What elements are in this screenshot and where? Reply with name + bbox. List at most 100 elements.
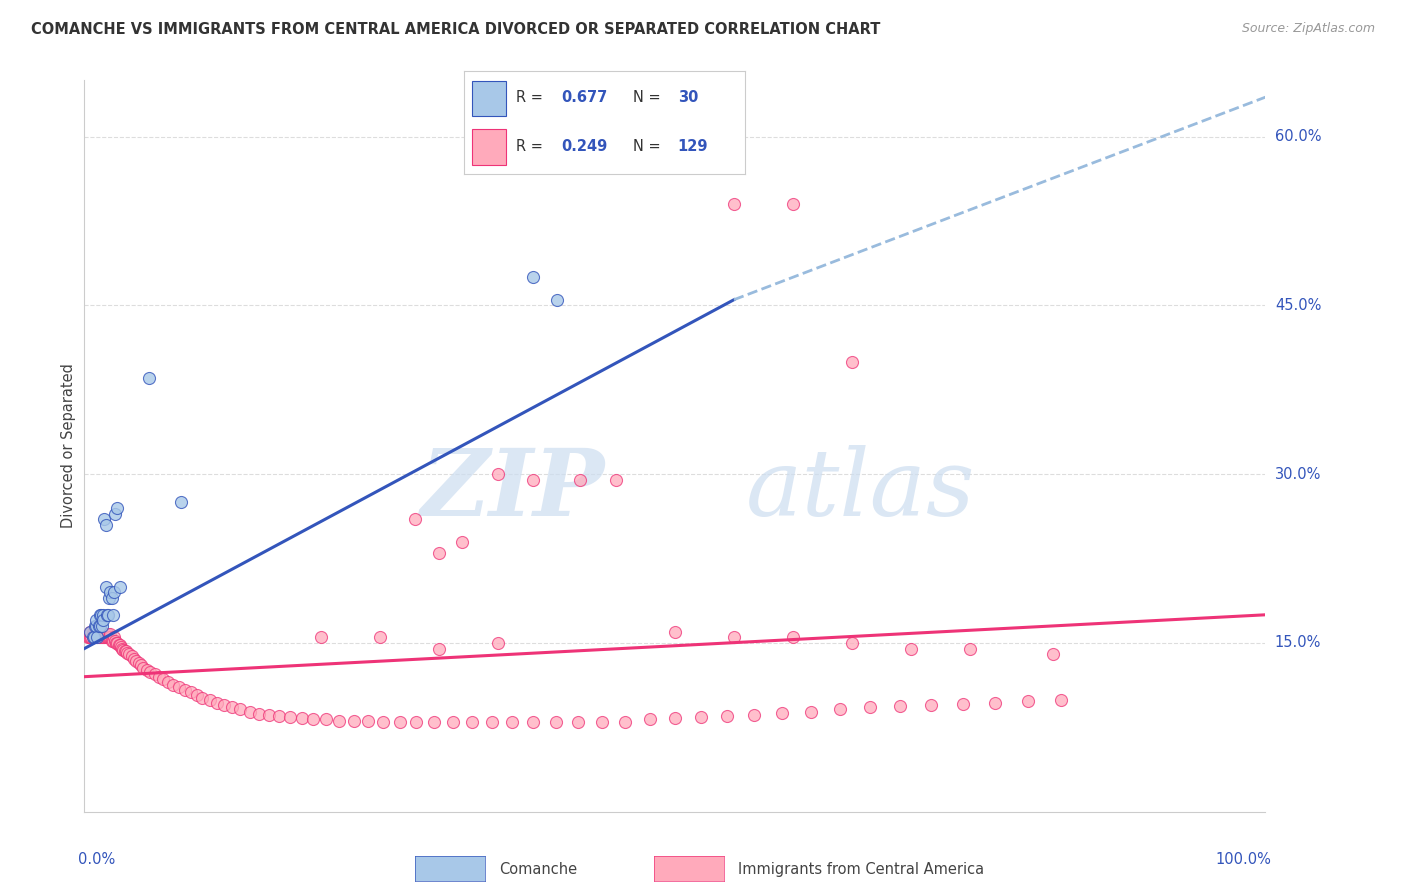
Point: [107, 636, 129, 650]
Point: [451, 534, 474, 549]
Point: [80, 624, 103, 639]
Point: [212, 698, 235, 712]
Point: [841, 636, 863, 650]
Point: [93, 630, 115, 644]
Point: [91, 624, 114, 639]
Point: [105, 636, 128, 650]
Point: [91, 614, 114, 628]
Point: [107, 638, 129, 652]
Point: [716, 709, 738, 723]
Point: [98, 627, 121, 641]
Point: [841, 354, 863, 368]
Point: [86, 624, 108, 639]
Text: COMANCHE VS IMMIGRANTS FROM CENTRAL AMERICA DIVORCED OR SEPARATED CORRELATION CH: COMANCHE VS IMMIGRANTS FROM CENTRAL AMER…: [31, 22, 880, 37]
Point: [157, 675, 180, 690]
Point: [96, 630, 118, 644]
Point: [91, 630, 114, 644]
Point: [114, 644, 136, 658]
Point: [405, 714, 427, 729]
Point: [723, 630, 745, 644]
Text: 60.0%: 60.0%: [1275, 129, 1322, 144]
Point: [89, 630, 111, 644]
Point: [427, 641, 450, 656]
Point: [93, 512, 115, 526]
Point: [830, 702, 852, 716]
Point: [1042, 647, 1064, 661]
Point: [221, 700, 243, 714]
Text: Source: ZipAtlas.com: Source: ZipAtlas.com: [1241, 22, 1375, 36]
Point: [522, 714, 544, 729]
Point: [110, 640, 132, 655]
Text: 100.0%: 100.0%: [1215, 852, 1271, 867]
Text: 0.249: 0.249: [561, 139, 607, 154]
Point: [114, 644, 136, 658]
Point: [82, 624, 104, 639]
Point: [461, 714, 484, 729]
Point: [100, 591, 122, 605]
Point: [664, 711, 686, 725]
Point: [84, 619, 107, 633]
Point: [229, 702, 252, 716]
Point: [441, 714, 464, 729]
Point: [569, 473, 592, 487]
Point: [800, 705, 823, 719]
Point: [191, 691, 214, 706]
Point: [91, 627, 114, 641]
Point: [239, 705, 262, 719]
Point: [87, 619, 110, 633]
Text: 30: 30: [678, 90, 697, 105]
Point: [83, 630, 105, 644]
Point: [79, 624, 101, 639]
Point: [152, 672, 174, 686]
Point: [315, 713, 337, 727]
Point: [84, 630, 107, 644]
Point: [278, 710, 301, 724]
Point: [328, 714, 350, 728]
Point: [247, 706, 270, 721]
Point: [101, 633, 124, 648]
Y-axis label: Divorced or Separated: Divorced or Separated: [60, 364, 76, 528]
Point: [143, 667, 166, 681]
Text: ZIP: ZIP: [420, 445, 605, 535]
Point: [501, 714, 523, 729]
Point: [689, 710, 711, 724]
Point: [522, 473, 544, 487]
Point: [96, 607, 118, 622]
Point: [98, 630, 121, 644]
Point: [91, 630, 114, 644]
Point: [128, 656, 150, 670]
Point: [900, 641, 922, 656]
Point: [98, 630, 121, 644]
Point: [952, 697, 974, 711]
Point: [427, 546, 450, 560]
Point: [404, 512, 426, 526]
Point: [103, 585, 125, 599]
Point: [198, 693, 221, 707]
Point: [91, 607, 114, 622]
Point: [83, 624, 105, 639]
Point: [167, 680, 190, 694]
Point: [291, 711, 314, 725]
Text: Immigrants from Central America: Immigrants from Central America: [738, 863, 984, 877]
Point: [782, 197, 804, 211]
Text: R =: R =: [516, 139, 547, 154]
FancyBboxPatch shape: [472, 128, 506, 165]
Point: [100, 633, 122, 648]
Point: [84, 619, 107, 633]
Point: [1050, 693, 1073, 707]
Point: [97, 630, 120, 644]
Point: [486, 636, 509, 650]
Point: [139, 665, 162, 680]
Text: 45.0%: 45.0%: [1275, 298, 1322, 313]
Point: [889, 698, 911, 713]
Point: [104, 633, 127, 648]
Point: [173, 683, 195, 698]
Point: [86, 630, 108, 644]
Point: [89, 607, 111, 622]
Point: [111, 641, 134, 656]
Point: [638, 713, 661, 727]
Point: [269, 709, 291, 723]
Point: [770, 706, 793, 720]
Point: [108, 580, 131, 594]
Point: [544, 714, 567, 729]
